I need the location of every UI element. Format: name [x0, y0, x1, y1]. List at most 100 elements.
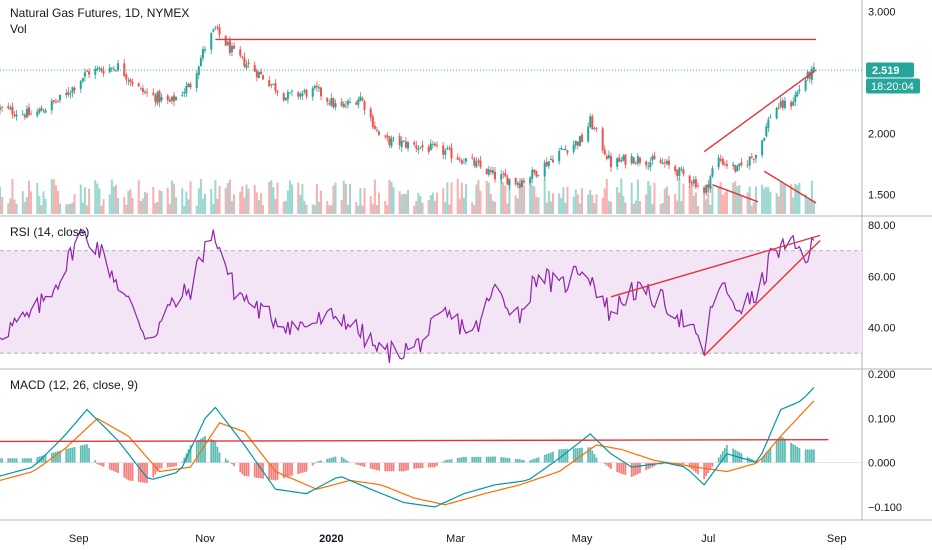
volume-bar [674, 193, 677, 214]
volume-bar [549, 201, 552, 214]
candle-body [369, 108, 372, 118]
candle-body [421, 145, 424, 148]
macd-histogram-bar [376, 462, 378, 471]
macd-histogram-bar [707, 462, 710, 473]
candle-body [83, 72, 86, 77]
candle-body [317, 87, 320, 89]
macd-histogram-bar [518, 459, 521, 463]
volume-bar [806, 199, 809, 214]
candle-body [703, 187, 706, 193]
candle-body [247, 62, 250, 65]
candle-body [535, 170, 538, 177]
volume-bar [589, 189, 592, 214]
candle-body [175, 97, 178, 101]
volume-bar [44, 198, 47, 214]
volume-bar [384, 200, 387, 214]
macd-histogram-bar [529, 460, 532, 463]
candle-body [456, 157, 459, 160]
volume-bar [471, 202, 474, 214]
volume-bar [224, 187, 227, 214]
candle-body [514, 177, 517, 184]
candle-body [71, 87, 74, 93]
price-trendline[interactable] [763, 170, 817, 204]
volume-bar [326, 201, 329, 214]
volume-bar [359, 188, 362, 214]
macd-histogram-bar [158, 462, 161, 469]
volume-bar [88, 188, 91, 214]
volume-bar [315, 184, 318, 214]
rsi-trendline[interactable] [610, 234, 821, 298]
candle-body [462, 162, 465, 164]
candle-body [9, 107, 12, 110]
candle-body [696, 185, 699, 187]
candle-body [417, 148, 420, 150]
macd-histogram-bar [471, 456, 474, 463]
candle-body [69, 93, 72, 95]
volume-bar [580, 188, 583, 214]
macd-histogram-bar [231, 462, 233, 465]
candle-body [13, 114, 16, 116]
volume-bar [746, 192, 749, 214]
macd-histogram-bar [71, 447, 74, 463]
volume-bar [42, 191, 45, 214]
candle-body [647, 166, 650, 168]
macd-histogram-bar [94, 460, 97, 463]
volume-bar [344, 184, 347, 214]
candle-body [363, 101, 366, 111]
macd-histogram-bar [326, 458, 329, 463]
macd-histogram-bar [421, 462, 424, 469]
macd-histogram-bar [386, 462, 389, 472]
macd-histogram-bar [806, 449, 809, 463]
candle-body [371, 116, 374, 128]
macd-histogram-bar [297, 462, 300, 474]
macd-trendlines[interactable] [0, 438, 829, 443]
candle-body [769, 117, 772, 119]
rsi-trendlines[interactable] [610, 234, 821, 357]
macd-histogram-bar [417, 462, 420, 469]
volume-bar [40, 205, 43, 214]
volume-bar [477, 180, 480, 214]
macd-histogram-bar [429, 462, 432, 468]
candle-body [473, 158, 476, 166]
volume-bar [458, 199, 461, 214]
macd-histogram-bar [69, 447, 72, 463]
candle-body [622, 155, 625, 161]
rsi-axis-ticks: 80.00 60.00 40.00 [868, 220, 896, 334]
candle-body [549, 158, 552, 161]
candle-body [129, 79, 132, 83]
candle-body [400, 140, 403, 148]
candle-body [313, 86, 316, 89]
macd-histogram-bar [682, 462, 685, 465]
candle-body [665, 160, 668, 164]
candle-body [50, 100, 53, 111]
rsi-tick-label: 80.00 [868, 220, 896, 232]
volume-bar [775, 193, 778, 214]
volume-bar [761, 184, 764, 214]
macd-trendline[interactable] [0, 438, 829, 443]
macd-histogram-bar [96, 462, 99, 465]
price-trendline[interactable] [703, 69, 817, 153]
price-trendlines[interactable] [215, 38, 817, 204]
candle-body [734, 165, 737, 172]
macd-histogram-bar [777, 438, 780, 463]
candle-body [243, 57, 246, 67]
candle-body [464, 158, 468, 162]
candle-body [375, 129, 378, 131]
macd-histogram-bar [289, 462, 291, 477]
macd-lines [0, 387, 815, 508]
candle-body [218, 27, 221, 35]
candle-body [632, 157, 635, 164]
candle-body [516, 182, 519, 185]
volume-bar [417, 192, 420, 214]
volume-bar [299, 194, 302, 214]
price-tick-label: 2.000 [868, 128, 896, 140]
candle-body [7, 106, 10, 109]
price-trendline[interactable] [712, 184, 759, 203]
candle-body [690, 182, 693, 184]
volume-bar [361, 205, 364, 214]
candle-body [125, 74, 128, 80]
volume-bar [257, 199, 260, 214]
volume-bar [688, 186, 691, 214]
rsi-trendline[interactable] [703, 239, 821, 357]
